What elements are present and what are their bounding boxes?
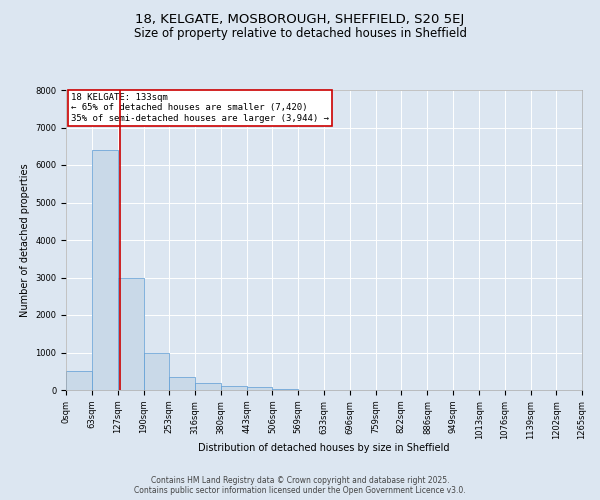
Bar [272,389,298,390]
Bar [92,150,118,390]
Text: Contains HM Land Registry data © Crown copyright and database right 2025.: Contains HM Land Registry data © Crown c… [151,476,449,485]
Bar [221,386,247,390]
Text: Size of property relative to detached houses in Sheffield: Size of property relative to detached ho… [133,28,467,40]
Bar [195,384,221,390]
Bar [118,278,143,390]
Text: Contains public sector information licensed under the Open Government Licence v3: Contains public sector information licen… [134,486,466,495]
Text: 18 KELGATE: 133sqm
← 65% of detached houses are smaller (7,420)
35% of semi-deta: 18 KELGATE: 133sqm ← 65% of detached hou… [71,93,329,123]
Bar [143,352,169,390]
Bar [169,377,195,390]
X-axis label: Distribution of detached houses by size in Sheffield: Distribution of detached houses by size … [198,443,450,453]
Text: 18, KELGATE, MOSBOROUGH, SHEFFIELD, S20 5EJ: 18, KELGATE, MOSBOROUGH, SHEFFIELD, S20 … [136,12,464,26]
Y-axis label: Number of detached properties: Number of detached properties [20,163,29,317]
Bar [66,371,92,390]
Bar [247,387,272,390]
